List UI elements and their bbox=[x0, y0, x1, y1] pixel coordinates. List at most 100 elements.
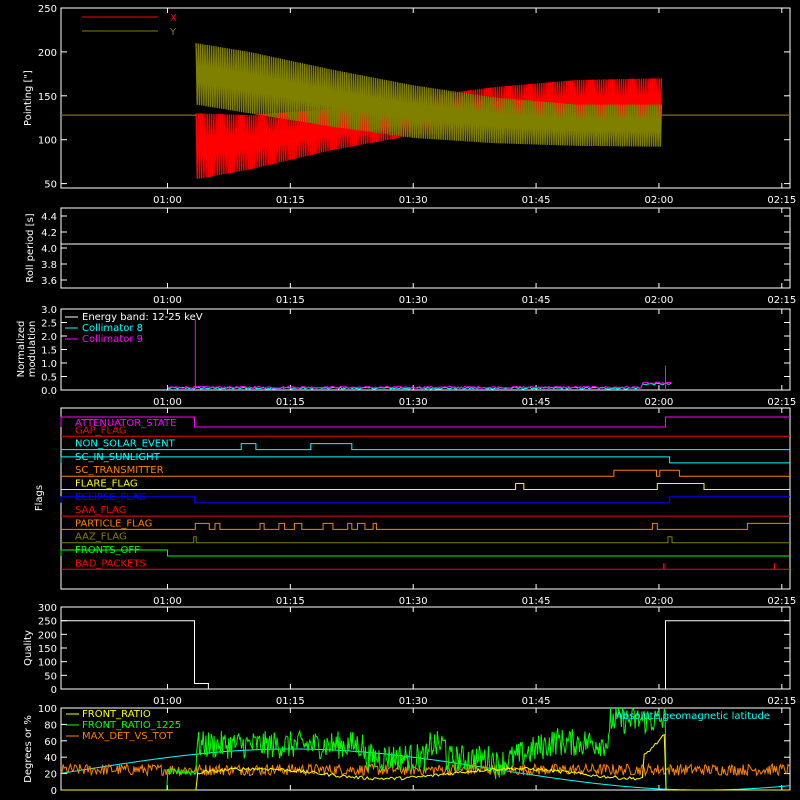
flag-line-eclipse_flag bbox=[60, 496, 790, 504]
flag-label: FLARE_FLAG bbox=[75, 479, 138, 490]
ytick-label: 20 bbox=[44, 770, 57, 781]
xtick-label: 01:15 bbox=[276, 596, 305, 607]
ytick-label: 4.4 bbox=[41, 212, 57, 223]
xtick-label: 02:00 bbox=[645, 295, 674, 306]
xtick-label: 02:15 bbox=[767, 397, 796, 408]
xtick-label: 01:00 bbox=[153, 195, 182, 206]
xtick-label: 01:00 bbox=[153, 696, 182, 707]
ytick-label: 4.2 bbox=[41, 228, 57, 239]
ytick-label: 150 bbox=[38, 644, 57, 655]
pointing-frame bbox=[60, 7, 791, 189]
xtick-label: 01:30 bbox=[399, 295, 428, 306]
ytick-label: 100 bbox=[38, 704, 57, 715]
ytick-label: 60 bbox=[44, 737, 57, 748]
ratio-series-maxdet bbox=[60, 762, 791, 778]
xtick-label: 01:15 bbox=[276, 295, 305, 306]
flag-label: SC_IN_SUNLIGHT bbox=[75, 452, 161, 463]
ytick-label: 3.6 bbox=[41, 276, 57, 287]
ytick-label: 100 bbox=[38, 136, 57, 147]
pointing-plot bbox=[61, 43, 790, 180]
flag-label: FRONTS_OFF bbox=[75, 545, 140, 556]
ratio-legend-label: FRONT_RATIO bbox=[82, 709, 151, 720]
mod-series-2 bbox=[167, 381, 672, 390]
flag-line-particle_flag bbox=[61, 522, 790, 530]
ratio-series-front bbox=[61, 733, 790, 791]
mod-legend-label: Energy band: 12-25 keV bbox=[82, 312, 203, 323]
ytick-label: 2.5 bbox=[41, 319, 57, 330]
xtick-label: 01:45 bbox=[522, 195, 551, 206]
ytick-label: 80 bbox=[44, 720, 57, 731]
xtick-label: 01:45 bbox=[522, 397, 551, 408]
pointing-legend-Y: Y bbox=[169, 27, 177, 38]
ytick-label: 50 bbox=[44, 671, 57, 682]
modulation-ylabel-group: Normalized modulation bbox=[16, 321, 38, 378]
xtick-label: 01:30 bbox=[399, 696, 428, 707]
flag-label: SC_TRANSMITTER bbox=[75, 465, 164, 476]
ytick-label: 0 bbox=[51, 786, 57, 797]
ratio-legend-label: FRONT_RATIO_1225 bbox=[82, 720, 181, 731]
ytick-label: 150 bbox=[38, 92, 57, 103]
ytick-label: 1.5 bbox=[41, 346, 57, 357]
flag-line-attenuator_state bbox=[60, 416, 790, 428]
flag-line-sc_transmitter bbox=[61, 469, 790, 477]
flag-line-flare_flag bbox=[61, 483, 790, 490]
time-axis-ticks: 01:00 01:15 01:30 01:45 02:00 02:15 01:00 01:15… bbox=[153, 8, 796, 790]
xtick-label: 02:00 bbox=[645, 696, 674, 707]
ratios-frame bbox=[60, 707, 791, 791]
xtick-label: 01:45 bbox=[522, 295, 551, 306]
ytick-label: 50 bbox=[44, 180, 57, 191]
xtick-label: 02:00 bbox=[645, 596, 674, 607]
ytick-label: 200 bbox=[38, 48, 57, 59]
modulation-plot bbox=[61, 319, 790, 391]
ytick-label: 0.0 bbox=[41, 386, 57, 397]
xtick-label: 01:15 bbox=[276, 397, 305, 408]
xtick-label: 01:00 bbox=[153, 295, 182, 306]
xtick-label: 01:45 bbox=[522, 596, 551, 607]
xtick-label: 01:45 bbox=[522, 696, 551, 707]
xtick-label: 02:00 bbox=[645, 195, 674, 206]
pointing-ylabel: Pointing ["] bbox=[23, 70, 34, 126]
ytick-label: 2.0 bbox=[41, 332, 57, 343]
ratios-ylabel: Degrees or % bbox=[23, 715, 34, 783]
ratio-legend-geolat: Absolute geomagnetic latitude bbox=[616, 711, 770, 722]
quality-plot bbox=[61, 620, 790, 690]
flag-label: PARTICLE_FLAG bbox=[75, 518, 152, 529]
ytick-label: 3.0 bbox=[41, 305, 57, 316]
mod-legend-label: Collimator 8 bbox=[82, 323, 143, 334]
quality-series bbox=[61, 620, 790, 690]
xtick-label: 02:15 bbox=[767, 696, 796, 707]
quality-ylabel: Quality bbox=[23, 630, 34, 666]
xtick-label: 01:30 bbox=[399, 596, 428, 607]
ytick-label: 100 bbox=[38, 658, 57, 669]
ytick-label: 4.0 bbox=[41, 244, 57, 255]
ytick-label: 40 bbox=[44, 753, 57, 764]
ytick-label: 1.0 bbox=[41, 359, 57, 370]
ytick-label: 0.5 bbox=[41, 373, 57, 384]
ytick-label: 3.8 bbox=[41, 260, 57, 271]
roll-ylabel: Roll period [s] bbox=[25, 213, 36, 282]
flag-label: BAD_PACKETS bbox=[75, 558, 146, 569]
xtick-label: 01:15 bbox=[276, 195, 305, 206]
flag-label: NON_SOLAR_EVENT bbox=[75, 439, 176, 450]
ytick-label: 200 bbox=[38, 630, 57, 641]
flag-label: GAP_FLAG bbox=[75, 425, 127, 436]
flag-label: ECLIPSE_FLAG bbox=[75, 492, 146, 503]
ratio-legend-label: MAX_DET_VS_TOT bbox=[82, 731, 174, 742]
modulation-ylabel-line1: Normalized bbox=[16, 321, 27, 378]
xtick-label: 01:30 bbox=[399, 397, 428, 408]
ytick-label: 250 bbox=[38, 617, 57, 628]
xtick-label: 02:15 bbox=[767, 295, 796, 306]
flag-label: AAZ_FLAG bbox=[75, 532, 127, 543]
flag-label: SAA_FLAG bbox=[75, 505, 126, 516]
xtick-label: 01:30 bbox=[399, 195, 428, 206]
flag-line-non_solar_event bbox=[61, 443, 790, 451]
ytick-label: 300 bbox=[38, 603, 57, 614]
mod-legend-label: Collimator 9 bbox=[82, 334, 143, 345]
pointing-series-Y bbox=[195, 43, 663, 147]
pointing-legend-X: X bbox=[170, 13, 177, 24]
xtick-label: 02:15 bbox=[767, 596, 796, 607]
